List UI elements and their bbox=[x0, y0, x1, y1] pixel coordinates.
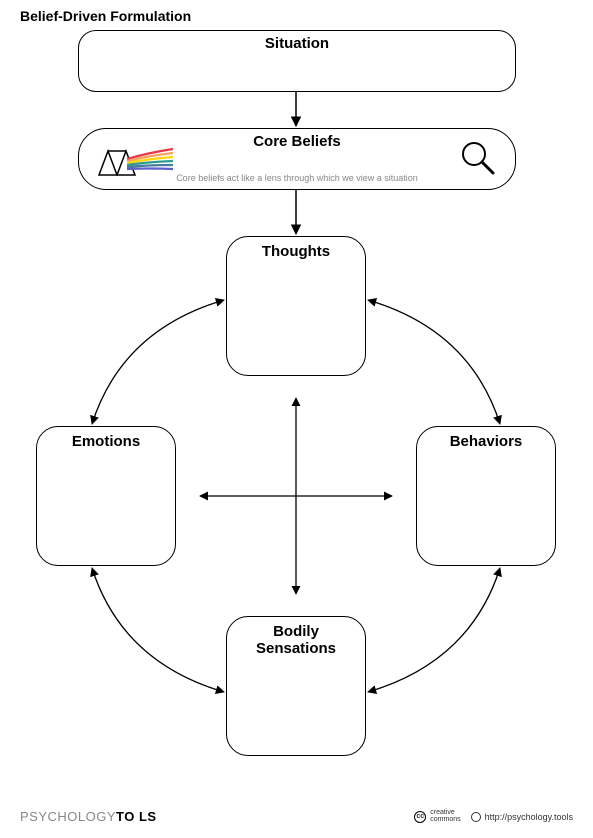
magnifier-icon bbox=[459, 139, 497, 182]
thoughts-box: Thoughts bbox=[226, 236, 366, 376]
brand-logo: PSYCHOLOGYTO LS bbox=[20, 809, 157, 824]
brand-bold: TO LS bbox=[116, 809, 157, 824]
cc-text: creativecommons bbox=[430, 810, 460, 823]
behaviors-label: Behaviors bbox=[417, 427, 555, 450]
prism-icon bbox=[97, 139, 175, 186]
globe-icon bbox=[471, 812, 481, 822]
cc-icon: cc bbox=[414, 811, 426, 823]
footer-url: http://psychology.tools bbox=[485, 812, 573, 822]
core-beliefs-box: Core Beliefs Core beliefs act like a len… bbox=[78, 128, 516, 190]
emotions-label: Emotions bbox=[37, 427, 175, 450]
brand-light: PSYCHOLOGY bbox=[20, 809, 116, 824]
footer: PSYCHOLOGYTO LS cc creativecommons http:… bbox=[20, 809, 573, 824]
behaviors-box: Behaviors bbox=[416, 426, 556, 566]
emotions-box: Emotions bbox=[36, 426, 176, 566]
thoughts-label: Thoughts bbox=[227, 237, 365, 260]
bodily-box: BodilySensations bbox=[226, 616, 366, 756]
situation-label: Situation bbox=[79, 31, 515, 52]
page-title: Belief-Driven Formulation bbox=[20, 8, 191, 24]
bodily-label: BodilySensations bbox=[227, 617, 365, 658]
footer-right: cc creativecommons http://psychology.too… bbox=[414, 810, 573, 823]
situation-box: Situation bbox=[78, 30, 516, 92]
